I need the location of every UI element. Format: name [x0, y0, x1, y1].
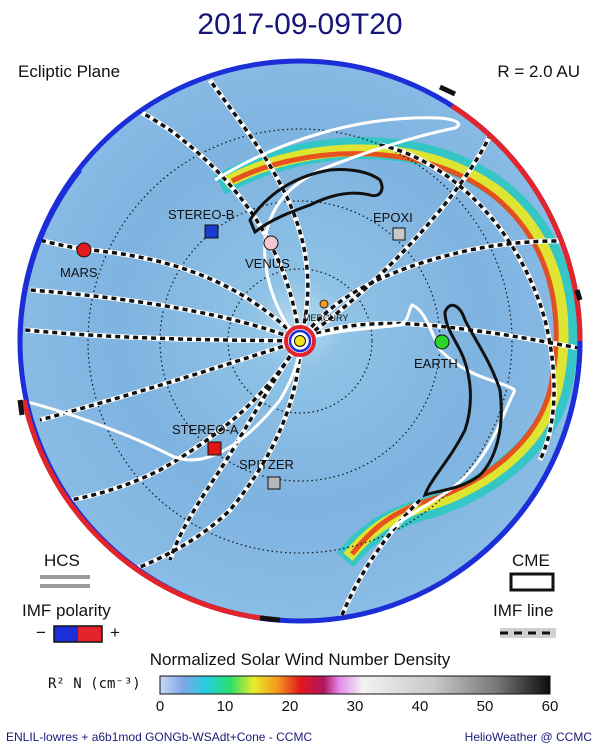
imf-line-legend-label: IMF line — [493, 601, 554, 620]
stereo-b-marker: STEREO-B — [168, 207, 234, 239]
mars-label: MARS — [60, 265, 98, 280]
stereo-b-label: STEREO-B — [168, 207, 234, 222]
hcs-legend-label: HCS — [44, 551, 80, 570]
earth-marker: EARTH — [414, 334, 458, 371]
colorbar-tick-label: 50 — [476, 698, 494, 715]
stereo-a-marker: STEREO-A — [172, 422, 239, 456]
cme-legend-label: CME — [512, 551, 550, 570]
polarity-legend-symbol — [53, 625, 103, 643]
polarity-minus-label: − — [36, 623, 46, 642]
colorbar — [159, 675, 551, 695]
cme-legend-symbol — [509, 572, 555, 592]
mercury-marker: MERCURY — [303, 299, 348, 323]
venus-marker: VENUS — [245, 235, 290, 271]
polarity-plus-label: + — [110, 623, 120, 642]
colorbar-tick-label: 10 — [216, 698, 234, 715]
earth-label: EARTH — [414, 356, 458, 371]
colorbar-title: Normalized Solar Wind Number Density — [149, 650, 451, 669]
colorbar-tick-label: 60 — [541, 698, 559, 715]
epoxi-label: EPOXI — [373, 210, 413, 225]
footer-credit: HelioWeather @ CCMC — [464, 730, 592, 744]
mars-marker: MARS — [60, 242, 98, 280]
cme-outlines — [248, 168, 503, 498]
hcs-legend-symbol — [40, 575, 90, 588]
colorbar-tick-label: 0 — [155, 698, 165, 715]
imf-polarity-legend-label: IMF polarity — [22, 601, 111, 620]
mercury-label: MERCURY — [303, 313, 348, 323]
venus-label: VENUS — [245, 256, 290, 271]
footer-model-info: ENLIL-lowres + a6b1mod GONGb-WSAdt+Cone … — [6, 730, 313, 744]
colorbar-tick-label: 30 — [346, 698, 364, 715]
imf-line-legend-symbol — [500, 628, 556, 638]
plane-label: Ecliptic Plane — [18, 62, 121, 81]
stereo-a-label: STEREO-A — [172, 422, 239, 437]
page-title: 2017-09-09T20 — [197, 8, 403, 41]
spitzer-marker: SPITZER — [239, 457, 294, 490]
epoxi-marker: EPOXI — [373, 210, 413, 241]
colorbar-tick-label: 40 — [411, 698, 429, 715]
colorbar-unit-label: R² N (cm⁻³) — [48, 676, 141, 692]
sun-marker — [284, 325, 316, 357]
polarity-ring — [17, 58, 583, 624]
radius-label: R = 2.0 AU — [497, 62, 580, 81]
colorbar-tick-label: 20 — [281, 698, 299, 715]
spitzer-label: SPITZER — [239, 457, 294, 472]
